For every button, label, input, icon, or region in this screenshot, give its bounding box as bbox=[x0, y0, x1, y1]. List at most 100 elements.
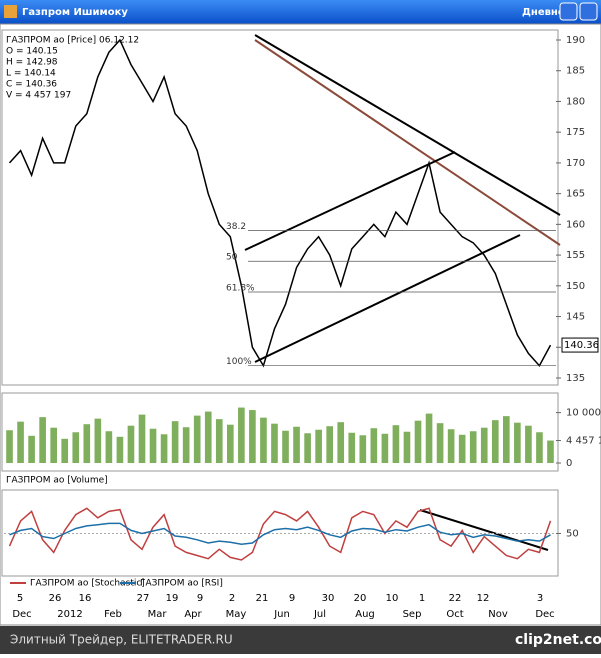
x-day-label: 9 bbox=[289, 593, 295, 604]
x-month-label: Dec bbox=[535, 609, 554, 620]
timeframe: Дневной bbox=[522, 7, 572, 18]
volume-bar bbox=[337, 422, 345, 463]
x-day-label: 22 bbox=[449, 593, 462, 604]
x-day-label: 26 bbox=[49, 593, 62, 604]
volume-bar bbox=[94, 418, 102, 463]
volume-bar bbox=[525, 425, 532, 463]
last-price-box bbox=[561, 337, 599, 353]
x-month-label: Oct bbox=[446, 609, 463, 620]
x-month-label: Apr bbox=[184, 609, 202, 620]
volume-bar bbox=[61, 438, 69, 463]
x-month-label: Dec bbox=[12, 609, 31, 620]
trend-line bbox=[419, 509, 549, 551]
y-tick-label: 10 000 000 bbox=[566, 408, 601, 419]
volume-bar bbox=[260, 417, 267, 463]
volume-bar bbox=[326, 426, 333, 463]
x-day-label: 2 bbox=[229, 593, 235, 604]
legend-line: H = 142.98 bbox=[6, 58, 58, 68]
title-bar bbox=[0, 0, 601, 24]
volume-bar bbox=[447, 429, 455, 463]
fib-label: 38.2 bbox=[226, 222, 246, 232]
volume-bar bbox=[6, 430, 13, 463]
series-line bbox=[8, 38, 552, 368]
y-tick-label: 185 bbox=[566, 66, 585, 77]
channel-line bbox=[254, 234, 521, 363]
volume-bar bbox=[160, 434, 168, 463]
x-month-label: Feb bbox=[104, 609, 122, 620]
volume-bar bbox=[469, 431, 477, 463]
x-day-label: 5 bbox=[17, 593, 23, 604]
volume-bar bbox=[28, 435, 35, 463]
volume-bar bbox=[304, 433, 311, 463]
volume-bar bbox=[149, 428, 157, 463]
legend-entry: ГАЗПРОМ ао [RSI] bbox=[140, 579, 223, 589]
x-month-label: Jun bbox=[273, 609, 290, 620]
volume-bar bbox=[116, 436, 124, 463]
trend-line bbox=[254, 34, 561, 216]
y-tick-label: 145 bbox=[566, 312, 585, 323]
volume-bar bbox=[414, 420, 422, 463]
y-tick-label: 150 bbox=[566, 281, 585, 292]
fib-label: 61.8% bbox=[226, 283, 255, 293]
x-day-label: 30 bbox=[322, 593, 335, 604]
minimize-button[interactable] bbox=[559, 2, 578, 21]
volume-bar bbox=[171, 421, 179, 463]
window-icon bbox=[4, 5, 17, 18]
y-tick-label: 180 bbox=[566, 96, 585, 107]
y-tick-label: 165 bbox=[566, 189, 585, 200]
footer-source: Элитный Трейдер, ELITETRADER.RU bbox=[10, 633, 233, 647]
volume-bar bbox=[204, 411, 212, 463]
footer-brand: clip2net.com bbox=[515, 632, 601, 648]
y-tick-label: 155 bbox=[566, 250, 585, 261]
fib-label: 50 bbox=[226, 253, 238, 263]
x-month-label: Nov bbox=[488, 609, 508, 620]
volume-bar bbox=[50, 427, 57, 463]
volume-bar bbox=[72, 432, 80, 463]
volume-bar bbox=[403, 431, 411, 463]
y-tick-label: 4 457 197 bbox=[566, 436, 601, 447]
volume-bar bbox=[271, 423, 278, 463]
legend-entry: ГАЗПРОМ ао [Stochastic] bbox=[30, 579, 145, 589]
volume-bar bbox=[215, 419, 223, 463]
volume-bar bbox=[503, 416, 510, 463]
volume-bar bbox=[182, 427, 190, 463]
volume-bar bbox=[359, 435, 367, 463]
series-line bbox=[9, 522, 551, 545]
legend-line: V = 4 457 197 bbox=[6, 91, 71, 101]
x-day-label: 12 bbox=[477, 593, 490, 604]
y-tick-label: 190 bbox=[566, 35, 585, 46]
x-month-label: Jul bbox=[313, 609, 326, 620]
volume-bar bbox=[39, 417, 46, 463]
x-month-label: Aug bbox=[355, 609, 375, 620]
x-day-label: 27 bbox=[137, 593, 150, 604]
x-day-label: 3 bbox=[537, 593, 543, 604]
volume-bar bbox=[536, 432, 543, 463]
trend-line bbox=[254, 39, 561, 246]
x-month-label: Sep bbox=[403, 609, 422, 620]
legend-line: O = 140.15 bbox=[6, 47, 58, 57]
volume-bar bbox=[282, 430, 289, 463]
volume-bar bbox=[348, 432, 356, 463]
volume-bar bbox=[238, 407, 245, 463]
y-tick-label: 160 bbox=[566, 219, 585, 230]
legend-line: C = 140.36 bbox=[6, 80, 57, 90]
price-panel bbox=[1, 29, 559, 386]
x-month-label: Mar bbox=[148, 609, 168, 620]
volume-bar bbox=[315, 429, 322, 463]
volume-bar bbox=[83, 424, 91, 463]
y-tick-label: 170 bbox=[566, 158, 585, 169]
volume-bar bbox=[227, 424, 234, 463]
volume-bar bbox=[193, 415, 201, 463]
volume-bar bbox=[480, 427, 488, 463]
x-month-label: 2012 bbox=[57, 609, 82, 620]
x-day-label: 10 bbox=[386, 593, 399, 604]
maximize-button[interactable] bbox=[579, 2, 598, 21]
x-month-label: May bbox=[226, 609, 247, 620]
footer bbox=[0, 626, 601, 654]
volume-bar bbox=[17, 421, 24, 463]
x-day-label: 19 bbox=[166, 593, 179, 604]
fib-label: 100% bbox=[226, 357, 252, 367]
volume-bar bbox=[105, 431, 113, 463]
panel-title: ГАЗПРОМ ао [Price] 06.12.12 bbox=[6, 36, 139, 46]
